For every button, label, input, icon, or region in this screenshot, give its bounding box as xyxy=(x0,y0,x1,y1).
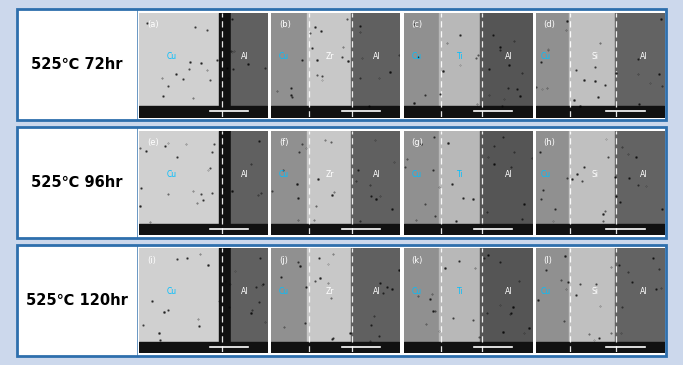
Text: 525℃ 72hr: 525℃ 72hr xyxy=(31,57,123,72)
Text: Al: Al xyxy=(505,288,512,296)
Text: Cu: Cu xyxy=(279,288,289,296)
Text: Al: Al xyxy=(639,52,647,61)
Text: Cu: Cu xyxy=(541,170,551,179)
Text: Al: Al xyxy=(373,170,380,179)
Text: Ti: Ti xyxy=(457,288,463,296)
Text: Cu: Cu xyxy=(279,170,289,179)
Text: Cu: Cu xyxy=(166,52,176,61)
Text: (f): (f) xyxy=(279,138,288,147)
Text: (g): (g) xyxy=(411,138,423,147)
Text: Cu: Cu xyxy=(541,288,551,296)
Text: 525℃ 120hr: 525℃ 120hr xyxy=(26,293,128,308)
Text: Zr: Zr xyxy=(326,52,335,61)
Text: Cu: Cu xyxy=(411,170,421,179)
Text: Si: Si xyxy=(591,288,598,296)
Text: (b): (b) xyxy=(279,20,291,29)
Text: Cu: Cu xyxy=(411,52,421,61)
Text: Si: Si xyxy=(591,170,598,179)
Text: Al: Al xyxy=(373,288,380,296)
Text: Al: Al xyxy=(505,170,512,179)
Text: Zr: Zr xyxy=(326,170,335,179)
Text: (d): (d) xyxy=(544,20,555,29)
Text: (c): (c) xyxy=(411,20,422,29)
Text: Al: Al xyxy=(639,170,647,179)
Text: Al: Al xyxy=(505,52,512,61)
Text: Ti: Ti xyxy=(457,52,463,61)
Text: Ti: Ti xyxy=(457,170,463,179)
Text: (k): (k) xyxy=(411,255,423,265)
Text: (h): (h) xyxy=(544,138,555,147)
Text: 525℃ 96hr: 525℃ 96hr xyxy=(31,175,123,190)
Text: Cu: Cu xyxy=(166,288,176,296)
Text: Cu: Cu xyxy=(279,52,289,61)
Text: Al: Al xyxy=(373,52,380,61)
Text: Cu: Cu xyxy=(541,52,551,61)
Text: (j): (j) xyxy=(279,255,288,265)
Text: Cu: Cu xyxy=(411,288,421,296)
Text: (e): (e) xyxy=(147,138,158,147)
Text: Si: Si xyxy=(591,52,598,61)
Text: Al: Al xyxy=(240,170,248,179)
Text: Al: Al xyxy=(240,52,248,61)
Text: (l): (l) xyxy=(544,255,553,265)
Text: Cu: Cu xyxy=(166,170,176,179)
Text: (a): (a) xyxy=(147,20,158,29)
Text: Zr: Zr xyxy=(326,288,335,296)
Text: Al: Al xyxy=(639,288,647,296)
Text: (i): (i) xyxy=(147,255,156,265)
Text: Al: Al xyxy=(240,288,248,296)
